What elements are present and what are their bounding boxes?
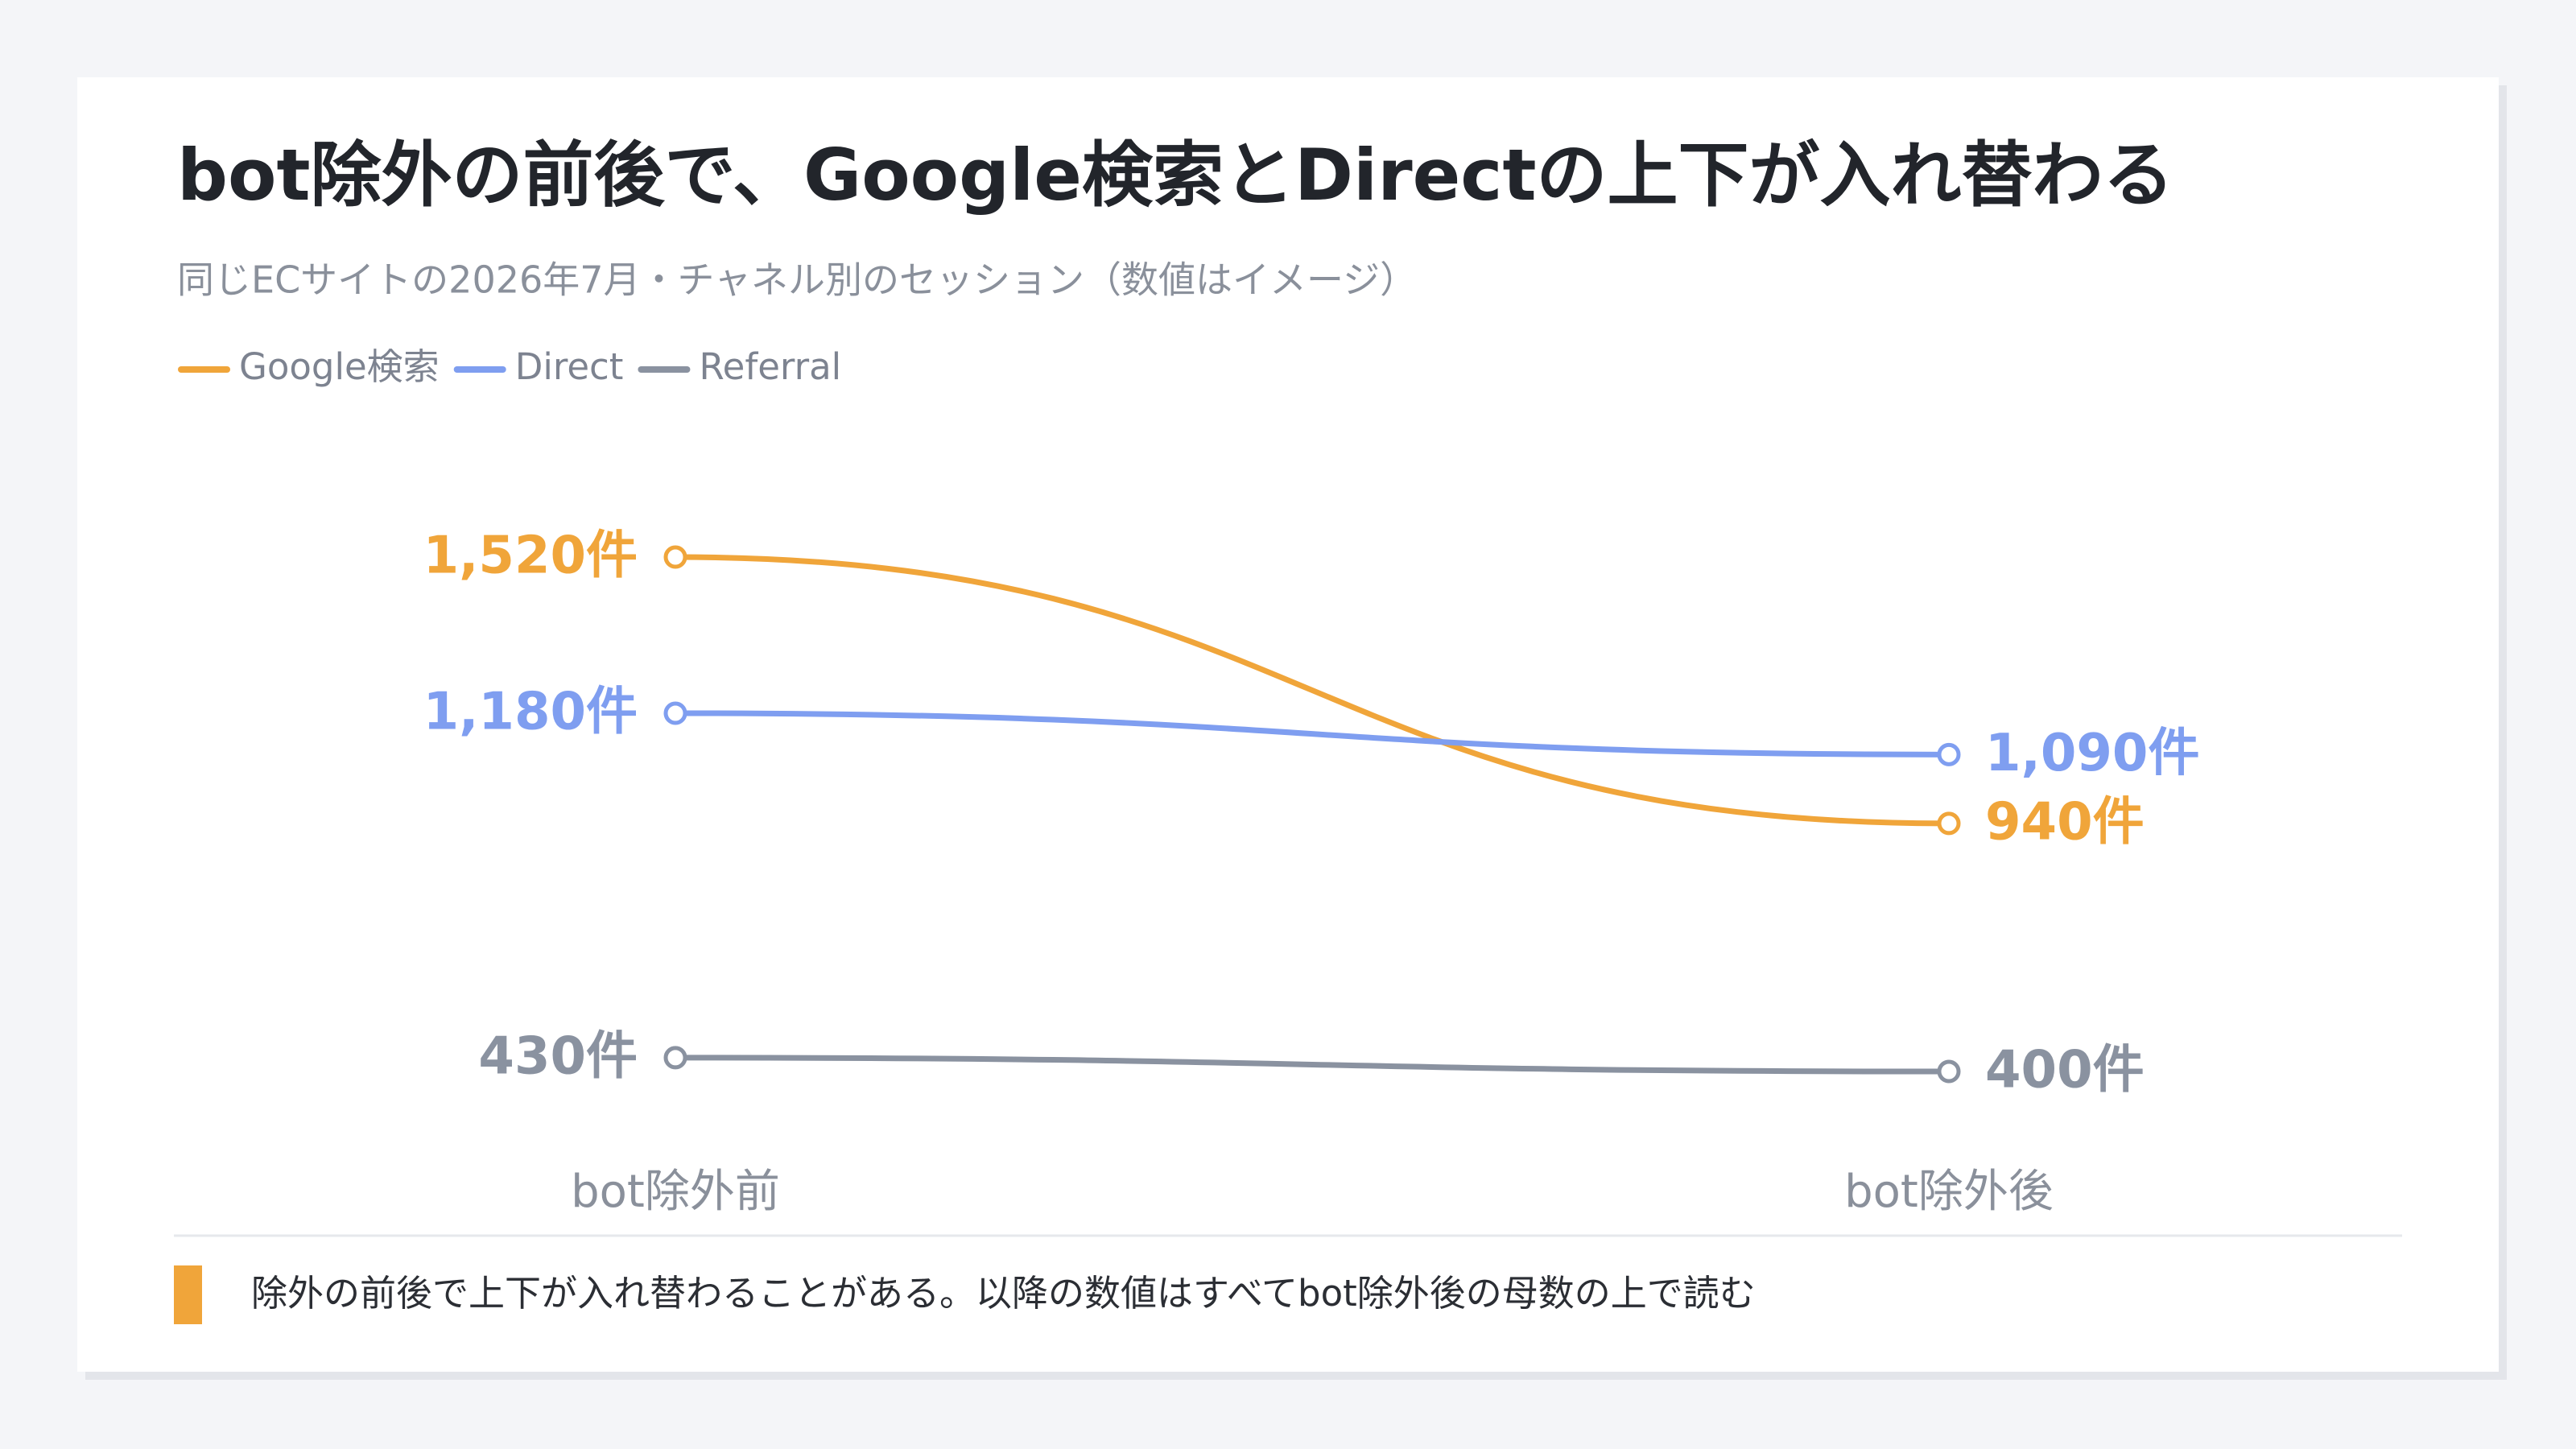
series-line <box>675 554 1950 827</box>
x-tick-label: bot除外前 <box>571 1166 780 1218</box>
x-tick-label: bot除外後 <box>1844 1166 2054 1218</box>
legend-label: Referral <box>699 345 841 388</box>
legend: Google検索 Direct Referral <box>178 345 841 388</box>
value-label: 940件 <box>1985 792 2145 852</box>
footer-note: 除外の前後で上下が入れ替わることがある。以降の数値はすべてbot除外後の母数の上… <box>251 1272 1756 1315</box>
chart-subtitle: 同じECサイトの2026年7月・チャネル別のセッション（数値はイメージ） <box>177 258 1417 302</box>
legend-label: Direct <box>515 345 624 388</box>
legend-label: Google検索 <box>239 345 440 388</box>
value-label: 1,180件 <box>423 683 638 742</box>
point <box>663 701 687 725</box>
series-line <box>675 1055 1950 1075</box>
point <box>663 1046 687 1070</box>
point <box>1937 811 1961 836</box>
point <box>663 545 687 569</box>
plot: bot除外前 bot除外後 1,520件 940件 1,180件 1,090件 430件 40… <box>423 526 2200 1219</box>
value-label: 400件 <box>1985 1041 2145 1100</box>
point <box>1937 1059 1961 1084</box>
value-label: 1,520件 <box>423 526 638 586</box>
note-accent <box>174 1265 202 1324</box>
series-line <box>675 710 1950 758</box>
value-label: 430件 <box>478 1026 638 1086</box>
chart-title: bot除外の前後で、Google検索とDirectの上下が入れ替わる <box>177 134 2174 217</box>
value-label: 1,090件 <box>1985 724 2199 783</box>
point <box>1937 742 1961 766</box>
card <box>77 77 2499 1372</box>
